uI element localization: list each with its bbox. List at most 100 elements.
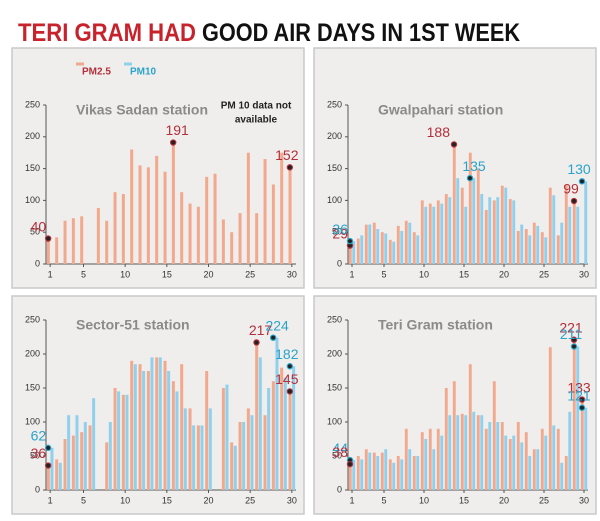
bar [221,388,225,490]
bar [392,462,396,490]
bar [408,449,412,490]
data-label: 130 [567,161,591,177]
bar [564,456,568,490]
legend-label: PM2.5 [82,67,111,78]
x-tick-label: 30 [287,495,297,505]
bar [456,178,460,264]
data-label: 29 [332,225,348,241]
y-tick-label: 50 [332,450,342,460]
bar [360,459,364,490]
bar [225,384,229,490]
bar [138,364,142,490]
bar [71,218,75,264]
chart-title: TERI GRAM HAD GOOD AIR DAYS IN 1ST WEEK [18,19,520,47]
bar [271,381,275,490]
bar [146,371,150,490]
y-tick-label: 150 [25,163,40,173]
bar [364,224,368,264]
bar [416,235,420,264]
bar [460,187,464,264]
bar [92,398,96,490]
bar [472,411,476,490]
data-label: 38 [332,444,348,460]
data-label: 44 [332,440,348,456]
x-tick-label: 15 [459,495,469,505]
bar [155,155,159,264]
y-tick-label: 50 [332,227,342,237]
bar [80,432,84,490]
bar [468,364,472,490]
bar [416,456,420,490]
bar [532,449,536,490]
bar [96,208,100,264]
bar [512,435,516,490]
data-label: 62 [31,428,47,444]
y-tick-label: 50 [30,227,40,237]
bar [83,422,87,490]
bar [556,235,560,264]
point-marker [578,396,586,403]
bar [432,206,436,264]
bar [213,173,217,264]
bar [105,442,109,490]
bar [492,200,496,264]
y-tick-label: 250 [25,99,40,109]
bar [230,232,234,264]
data-label: 182 [275,346,299,362]
x-tick-label: 5 [381,495,386,505]
data-label: 135 [462,158,486,174]
bar [263,415,267,490]
bar [440,435,444,490]
bar [520,442,524,490]
bar [412,456,416,490]
y-tick-label: 250 [327,99,342,109]
bar [292,366,296,490]
bar [444,388,448,490]
bar [564,184,568,264]
x-tick-label: 15 [162,495,172,505]
x-tick-label: 15 [459,269,469,279]
bar [113,192,117,264]
bar [117,391,121,490]
x-tick-label: 20 [203,495,213,505]
bar [516,422,520,490]
bar [246,408,250,490]
bar [288,391,292,490]
data-label: 211 [560,326,583,342]
x-tick-label: 20 [203,269,213,279]
bar [271,184,275,264]
bar [167,371,171,490]
y-tick-label: 100 [327,416,342,426]
bar [452,381,456,490]
bar [544,435,548,490]
bar [476,415,480,490]
y-tick-label: 100 [25,416,40,426]
point-marker [346,237,354,245]
bar [428,203,432,264]
bar [516,230,520,264]
point-marker [570,197,578,205]
y-tick-label: 200 [25,348,40,358]
point-marker [253,339,260,346]
bar [263,159,267,264]
panel-title: Teri Gram station [378,317,493,333]
bar [113,388,117,490]
bar [158,357,162,490]
bar [238,213,242,264]
bar [55,459,59,490]
bar [484,428,488,490]
bar [508,199,512,264]
bar [524,229,528,264]
bar [444,194,448,264]
point-marker [169,139,177,146]
bar [412,232,416,264]
bar [504,187,508,264]
bar [524,432,528,490]
bar [55,237,59,264]
bar [71,435,75,490]
bar [130,360,134,490]
bar [108,422,112,490]
point-marker [44,235,52,242]
